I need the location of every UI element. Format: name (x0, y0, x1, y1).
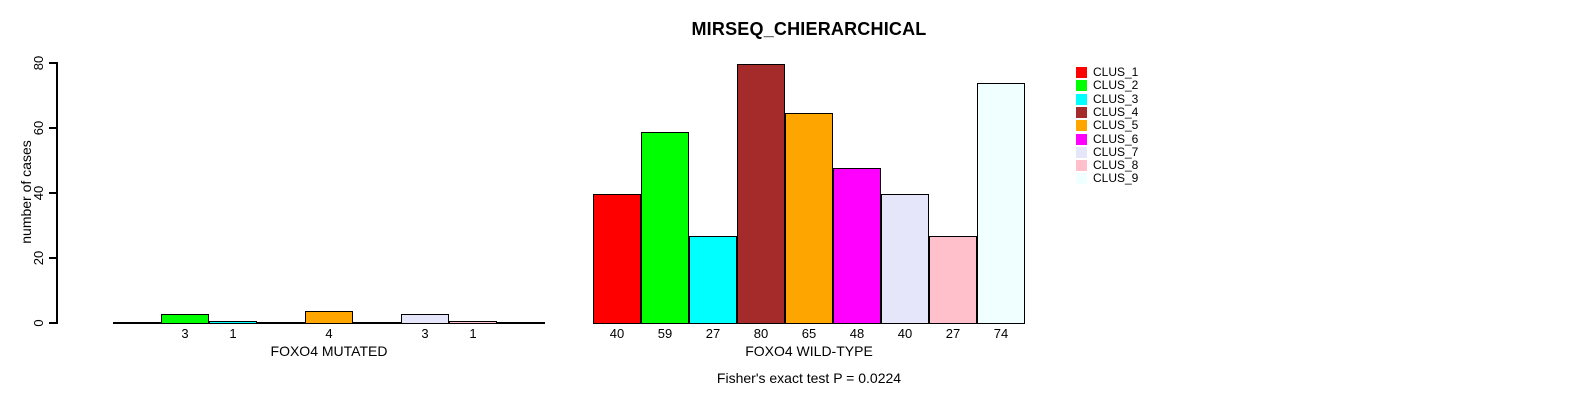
bar-clus_6-group2 (833, 168, 881, 324)
legend-item: CLUS_2 (1076, 79, 1138, 92)
y-axis-tick-label: 80 (31, 55, 46, 71)
legend-label: CLUS_1 (1093, 65, 1139, 79)
y-axis-tick (49, 322, 56, 324)
bar-clus_3-group2 (689, 236, 737, 324)
bar-clus_9-group2 (977, 83, 1025, 324)
bar-clus_8-group2 (929, 236, 977, 324)
y-axis-tick (49, 257, 56, 259)
y-axis-tick (49, 192, 56, 194)
bar-value-label: 3 (181, 326, 189, 341)
y-axis-tick (49, 127, 56, 129)
x-axis-group-label: FOXO4 MUTATED (270, 343, 388, 359)
bar-value-label: 27 (945, 326, 961, 341)
y-axis-tick-label: 0 (31, 319, 46, 327)
legend-swatch (1076, 146, 1087, 158)
legend-swatch (1076, 173, 1087, 185)
bar-value-label: 27 (705, 326, 721, 341)
legend-swatch (1076, 106, 1087, 118)
bar-clus_1-group2 (593, 194, 641, 324)
bar-value-label: 3 (421, 326, 429, 341)
legend-item: CLUS_9 (1076, 172, 1138, 185)
legend-item: CLUS_5 (1076, 119, 1138, 132)
legend-label: CLUS_4 (1093, 104, 1139, 119)
legend-label: CLUS_9 (1093, 171, 1139, 186)
y-axis-tick-label: 60 (31, 120, 46, 136)
legend-label: CLUS_5 (1093, 118, 1139, 133)
bar-value-label: 80 (753, 326, 769, 341)
legend-label: CLUS_2 (1093, 78, 1139, 93)
legend-swatch (1076, 80, 1087, 92)
bar-clus_5-group1 (305, 311, 353, 324)
legend-item: CLUS_8 (1076, 159, 1138, 172)
bar-clus_7-group2 (881, 194, 929, 324)
legend-item: CLUS_7 (1076, 144, 1139, 159)
legend-swatch (1076, 67, 1087, 78)
x-axis-group-label: FOXO4 WILD-TYPE (745, 343, 873, 359)
bar-clus_4-group2 (737, 64, 785, 324)
legend-item: CLUS_1 (1076, 66, 1138, 79)
y-axis-line (56, 62, 58, 324)
legend-item: CLUS_6 (1076, 131, 1139, 146)
bar-value-label: 4 (325, 326, 333, 341)
bar-clus_5-group2 (785, 113, 833, 324)
bar-value-label: 1 (469, 326, 477, 341)
legend-label: CLUS_6 (1093, 131, 1139, 146)
bar-value-label: 65 (801, 326, 817, 341)
bar-clus_2-group1 (161, 314, 209, 324)
bar-clus_8-group1 (449, 321, 497, 324)
bar-value-label: 59 (657, 326, 673, 341)
bar-value-label: 1 (229, 326, 237, 341)
bar-clus_2-group2 (641, 132, 689, 324)
legend-label: CLUS_7 (1093, 144, 1139, 159)
legend-item: CLUS_4 (1076, 104, 1139, 119)
legend-label: CLUS_3 (1093, 91, 1139, 106)
legend-item: CLUS_3 (1076, 91, 1139, 106)
bar-value-label: 40 (609, 326, 625, 341)
bar-value-label: 48 (849, 326, 865, 341)
chart-title: MIRSEQ_CHIERARCHICAL (691, 19, 927, 39)
legend-label: CLUS_8 (1093, 158, 1139, 173)
legend-swatch (1076, 133, 1087, 145)
y-axis-tick-label: 20 (31, 250, 46, 266)
legend-swatch (1076, 120, 1087, 132)
footnote: Fisher's exact test P = 0.0224 (716, 370, 902, 386)
legend-swatch (1076, 93, 1087, 105)
bar-clus_7-group1 (401, 314, 449, 324)
y-axis-tick (49, 62, 56, 64)
bar-value-label: 40 (897, 326, 913, 341)
legend-swatch (1076, 160, 1087, 172)
bar-value-label: 74 (993, 326, 1009, 341)
bar-clus_3-group1 (209, 321, 257, 324)
y-axis-tick-label: 40 (31, 185, 46, 201)
